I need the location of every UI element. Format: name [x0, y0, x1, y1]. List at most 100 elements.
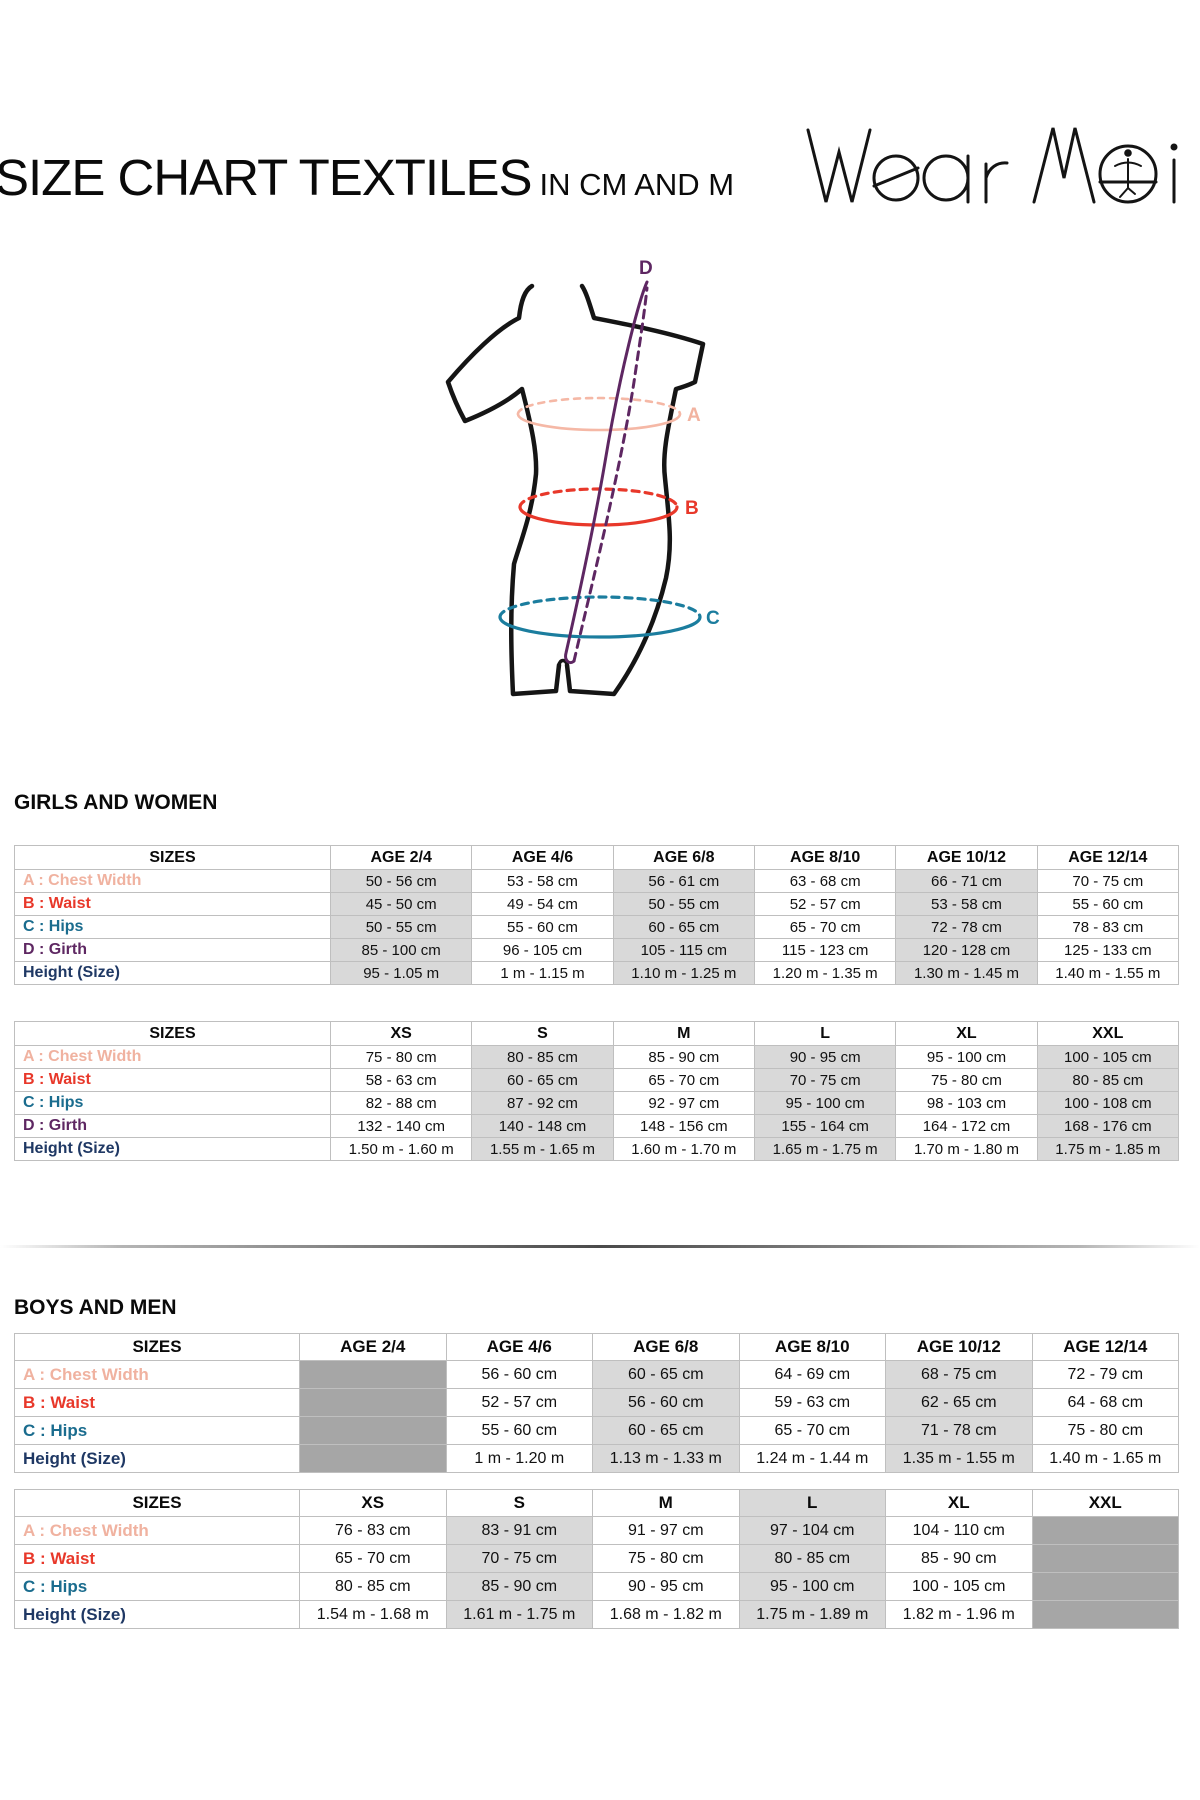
row-label-cell: B : Waist: [14, 1388, 300, 1417]
girth-line-d: [564, 280, 649, 665]
column-header-cell: S: [471, 1021, 614, 1046]
size-value-cell: 168 - 176 cm: [1036, 1114, 1179, 1138]
column-header-cell: M: [592, 1489, 740, 1517]
measurement-label-a: A: [687, 405, 701, 426]
size-value-cell: 65 - 70 cm: [753, 915, 897, 939]
row-label-cell: C : Hips: [14, 1572, 300, 1601]
waist-line-b: [518, 487, 679, 527]
section-heading-boys-men: BOYS AND MEN: [14, 1296, 177, 1319]
row-label-cell: A : Chest Width: [14, 1360, 300, 1389]
logo-letter-a: [922, 154, 970, 202]
empty-size-cell: [1031, 1516, 1179, 1545]
measurement-label-d: D: [639, 258, 653, 279]
size-value-cell: 1.68 m - 1.82 m: [592, 1600, 740, 1629]
size-table: SIZES AGE 2/4 AGE 4/6 AGE 6/8 AGE 8/10 AGE 10…: [14, 1333, 1179, 1473]
table-row: D : Girth 85 - 100 cm 96 - 105 cm 105 - 115…: [14, 938, 1179, 962]
size-value-cell: 140 - 148 cm: [471, 1114, 614, 1138]
size-value-cell: 1.82 m - 1.96 m: [885, 1600, 1033, 1629]
size-value-cell: 71 - 78 cm: [885, 1416, 1033, 1445]
size-value-cell: 60 - 65 cm: [592, 1360, 740, 1389]
size-value-cell: 95 - 1.05 m: [329, 961, 473, 985]
table-row: A : Chest Width 75 - 80 cm 80 - 85 cm 85 - …: [14, 1045, 1179, 1069]
chest-line-a: [516, 396, 682, 432]
size-value-cell: 66 - 71 cm: [895, 869, 1038, 893]
size-value-cell: 1 m - 1.20 m: [445, 1444, 593, 1473]
logo-letter-m: [1032, 127, 1096, 204]
column-header-cell: AGE 2/4: [329, 845, 473, 870]
size-value-cell: 53 - 58 cm: [471, 869, 614, 893]
column-header-cell: XL: [895, 1021, 1038, 1046]
size-table: SIZES XS S M L XL XXL A : Chest Width 75 - 80 cm…: [14, 1021, 1179, 1161]
table-row: C : Hips 82 - 88 cm 87 - 92 cm 92 - 97 cm 95…: [14, 1091, 1179, 1115]
boys-ages-table: SIZES AGE 2/4 AGE 4/6 AGE 6/8 AGE 8/10 AGE 10…: [14, 1333, 1179, 1473]
size-value-cell: 85 - 90 cm: [885, 1544, 1033, 1573]
column-header-cell: AGE 6/8: [612, 845, 755, 870]
size-value-cell: 58 - 63 cm: [329, 1068, 473, 1092]
size-value-cell: 104 - 110 cm: [885, 1516, 1033, 1545]
size-value-cell: 1.75 m - 1.85 m: [1036, 1137, 1179, 1161]
column-header-cell: AGE 8/10: [738, 1333, 886, 1361]
empty-size-cell: [299, 1444, 447, 1473]
boys-letter-sizes-table: SIZES XS S M L XL XXL A : Chest Width 76 - 83 cm…: [14, 1489, 1179, 1629]
table-row: B : Waist 52 - 57 cm 56 - 60 cm 59 - 63 cm 6…: [14, 1388, 1179, 1417]
column-header-cell: XS: [329, 1021, 473, 1046]
size-value-cell: 65 - 70 cm: [299, 1544, 447, 1573]
column-header-cell: S: [445, 1489, 593, 1517]
size-value-cell: 95 - 100 cm: [895, 1045, 1038, 1069]
column-header-cell: L: [753, 1021, 897, 1046]
size-value-cell: 60 - 65 cm: [592, 1416, 740, 1445]
size-value-cell: 1.60 m - 1.70 m: [612, 1137, 755, 1161]
size-value-cell: 1.40 m - 1.65 m: [1031, 1444, 1179, 1473]
size-value-cell: 97 - 104 cm: [738, 1516, 886, 1545]
row-label-cell: A : Chest Width: [14, 1045, 331, 1069]
size-value-cell: 70 - 75 cm: [445, 1544, 593, 1573]
empty-size-cell: [1031, 1572, 1179, 1601]
empty-size-cell: [1031, 1544, 1179, 1573]
table-row: Height (Size) 1 m - 1.20 m 1.13 m - 1.33 m…: [14, 1444, 1179, 1473]
size-value-cell: 50 - 55 cm: [612, 892, 755, 916]
size-table: SIZES XS S M L XL XXL A : Chest Width 76 - 83 cm…: [14, 1489, 1179, 1629]
table-row: D : Girth 132 - 140 cm 140 - 148 cm 148 - 1…: [14, 1114, 1179, 1138]
page-title-main: SIZE CHART TEXTILES: [0, 149, 532, 206]
size-value-cell: 132 - 140 cm: [329, 1114, 473, 1138]
size-value-cell: 105 - 115 cm: [612, 938, 755, 962]
table-header-row: SIZES XS S M L XL XXL: [14, 1489, 1179, 1517]
size-value-cell: 85 - 90 cm: [612, 1045, 755, 1069]
logo-i-dot: [1170, 143, 1178, 151]
row-label-cell: Height (Size): [14, 1444, 300, 1473]
size-value-cell: 65 - 70 cm: [612, 1068, 755, 1092]
table-row: B : Waist 65 - 70 cm 70 - 75 cm 75 - 80 cm 8…: [14, 1544, 1179, 1573]
row-label-cell: D : Girth: [14, 1114, 331, 1138]
size-value-cell: 75 - 80 cm: [592, 1544, 740, 1573]
size-value-cell: 80 - 85 cm: [299, 1572, 447, 1601]
size-value-cell: 95 - 100 cm: [753, 1091, 897, 1115]
size-value-cell: 76 - 83 cm: [299, 1516, 447, 1545]
size-value-cell: 100 - 108 cm: [1036, 1091, 1179, 1115]
size-value-cell: 78 - 83 cm: [1036, 915, 1179, 939]
page-title-units: IN CM AND M: [539, 167, 735, 202]
logo-letter-r: [984, 161, 1009, 204]
row-label-cell: B : Waist: [14, 1068, 331, 1092]
size-value-cell: 1 m - 1.15 m: [471, 961, 614, 985]
size-value-cell: 155 - 164 cm: [753, 1114, 897, 1138]
logo-letter-o: [1098, 144, 1158, 204]
size-value-cell: 83 - 91 cm: [445, 1516, 593, 1545]
row-label-cell: B : Waist: [14, 892, 331, 916]
column-header-cell: XXL: [1036, 1021, 1179, 1046]
size-value-cell: 59 - 63 cm: [738, 1388, 886, 1417]
empty-size-cell: [299, 1388, 447, 1417]
logo-letter-w: [806, 128, 872, 203]
column-header-cell: AGE 8/10: [753, 845, 897, 870]
column-header-cell: AGE 10/12: [885, 1333, 1033, 1361]
size-value-cell: 1.54 m - 1.68 m: [299, 1600, 447, 1629]
size-value-cell: 125 - 133 cm: [1036, 938, 1179, 962]
size-value-cell: 1.70 m - 1.80 m: [895, 1137, 1038, 1161]
size-value-cell: 72 - 78 cm: [895, 915, 1038, 939]
measurement-label-c: C: [706, 608, 720, 629]
size-value-cell: 50 - 55 cm: [329, 915, 473, 939]
girls-ages-table: SIZES AGE 2/4 AGE 4/6 AGE 6/8 AGE 8/10 AGE 10…: [14, 845, 1179, 985]
sizes-header-cell: SIZES: [14, 1021, 331, 1046]
column-header-cell: AGE 12/14: [1036, 845, 1179, 870]
size-value-cell: 1.75 m - 1.89 m: [738, 1600, 886, 1629]
